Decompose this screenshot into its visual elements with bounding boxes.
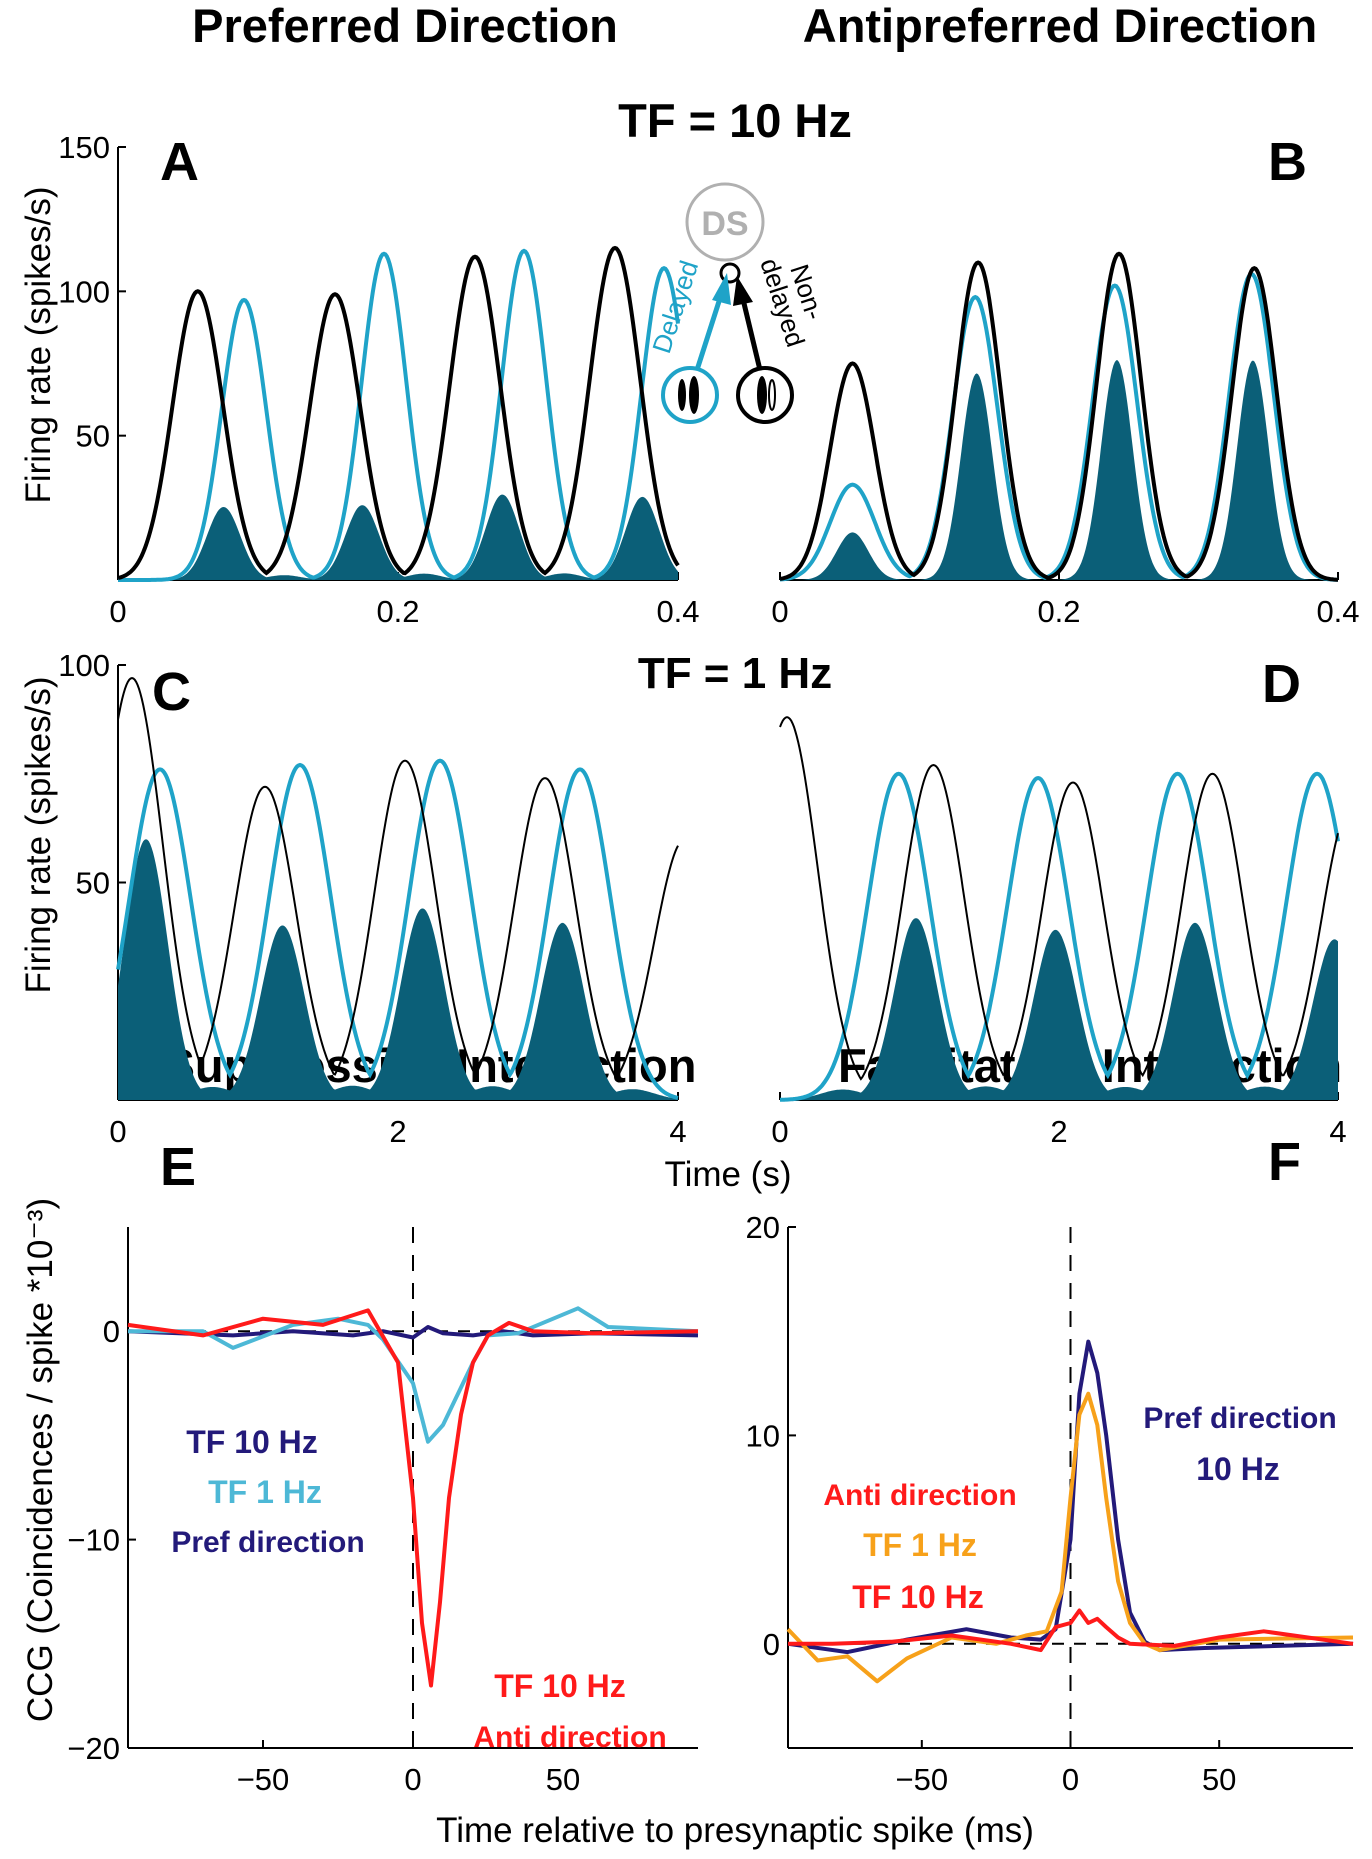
panel-b: 0 0.2 0.4 B — [771, 132, 1359, 629]
x-tick-label: 2 — [389, 1114, 406, 1149]
panel-letter-b: B — [1268, 132, 1307, 192]
x-tick-label: 0 — [109, 594, 126, 629]
panel-a-plot: 0 0.2 0.4 50 100 150 — [58, 130, 699, 629]
x-tick-label: 0.4 — [1316, 594, 1359, 629]
y-tick-label: 10 — [746, 1418, 780, 1453]
circuit-inset: DS Delayed Non- delayed — [646, 182, 830, 424]
x-tick-label: −50 — [896, 1762, 949, 1797]
panel-c: 0 2 4 50 100 C — [58, 648, 686, 1149]
delayed-label: Delayed — [646, 257, 704, 357]
y-tick-label: 50 — [76, 419, 110, 454]
panel-letter-a: A — [160, 132, 199, 192]
x-tick-label: 0 — [109, 1114, 126, 1149]
panel-f: −50 0 50 0 10 20 F — [746, 1132, 1354, 1797]
x-tick-label: 0.2 — [376, 594, 419, 629]
ds-neuron-circle — [685, 182, 765, 262]
header-tf1: TF = 1 Hz — [638, 649, 832, 698]
panel-letter-f: F — [1268, 1132, 1301, 1192]
header-preferred: Preferred Direction — [192, 0, 618, 52]
nondelayed-arrow-head — [733, 276, 753, 306]
legend-e-tf1: TF 1 Hz — [208, 1474, 322, 1510]
product-fill — [780, 360, 1338, 580]
panel-f-plot: −50 0 50 0 10 20 — [746, 1210, 1354, 1797]
x-tick-label: 0 — [771, 1114, 788, 1149]
delayed-series-line — [116, 758, 679, 1100]
x-tick-label: 0 — [1062, 1762, 1079, 1797]
panel-d-plot: 0 2 4 — [771, 716, 1347, 1149]
legend-f-tf1: TF 1 Hz — [863, 1527, 977, 1563]
legend-e-anti-dir: Anti direction — [473, 1721, 666, 1754]
x-tick-label: 0 — [771, 594, 788, 629]
delayed-rf-bar-1 — [678, 379, 686, 411]
panel-letter-e: E — [160, 1137, 196, 1197]
x-tick-label: 0.2 — [1037, 594, 1080, 629]
y-tick-label: 0 — [103, 1314, 120, 1349]
x-tick-label: 4 — [669, 1114, 686, 1149]
ds-label: DS — [701, 205, 748, 243]
product-fill — [118, 494, 678, 580]
header-tf10: TF = 10 Hz — [618, 94, 852, 147]
nondelayed-series-line — [117, 676, 679, 1081]
x-tick-label: 50 — [546, 1762, 580, 1797]
delayed-series-line — [118, 248, 680, 582]
header-antipreferred: Antipreferred Direction — [803, 0, 1317, 52]
xlabel-ef: Time relative to presynaptic spike (ms) — [436, 1811, 1034, 1850]
ylabel-ab: Firing rate (spikes/s) — [19, 186, 58, 503]
ccg-series-line — [128, 1306, 699, 1444]
nondelayed-series-line — [117, 245, 680, 581]
legend-e-pref: Pref direction — [171, 1526, 364, 1559]
legend-f-pref2: 10 Hz — [1196, 1451, 1280, 1487]
x-tick-label: 50 — [1202, 1762, 1236, 1797]
panel-e-plot: −50 0 50 −20 −10 0 — [67, 1227, 699, 1797]
product-fill — [118, 839, 678, 1100]
delayed-arrow-line — [694, 291, 725, 371]
delayed-series-line — [780, 771, 1340, 1102]
x-tick-label: 2 — [1050, 1114, 1067, 1149]
x-tick-label: 0 — [404, 1762, 421, 1797]
panel-e: −50 0 50 −20 −10 0 E — [67, 1137, 699, 1797]
y-tick-label: 150 — [58, 130, 110, 165]
nondelayed-arrow-line — [739, 294, 763, 371]
ccg-series-line — [788, 1608, 1354, 1653]
nondelayed-rf-bar-1 — [757, 376, 767, 414]
x-tick-label: 4 — [1329, 1114, 1346, 1149]
ylabel-cd: Firing rate (spikes/s) — [19, 676, 58, 993]
nondelayed-series-line — [779, 716, 1339, 1081]
ylabel-ef: CCG (Coincidences / spike *10⁻³) — [21, 1198, 60, 1722]
y-tick-label: −20 — [67, 1731, 120, 1766]
legend-e-tf10: TF 10 Hz — [186, 1424, 318, 1460]
y-tick-label: 50 — [76, 866, 110, 901]
y-tick-label: 0 — [763, 1627, 780, 1662]
legend-f: Pref direction 10 Hz Anti direction TF 1… — [823, 1402, 1336, 1615]
x-tick-label: −50 — [237, 1762, 290, 1797]
y-tick-label: 100 — [58, 274, 110, 309]
panel-d: 0 2 4 D — [771, 654, 1346, 1149]
y-tick-label: 20 — [746, 1210, 780, 1245]
xlabel-cd: Time (s) — [664, 1155, 791, 1194]
panel-letter-d: D — [1262, 654, 1301, 714]
legend-f-anti: Anti direction — [823, 1479, 1016, 1512]
panel-b-plot: 0 0.2 0.4 — [771, 251, 1360, 629]
legend-e: TF 10 Hz TF 1 Hz Pref direction TF 10 Hz… — [171, 1424, 666, 1754]
delayed-rf-bar-2 — [689, 376, 699, 414]
nondelayed-series-line — [779, 251, 1338, 582]
delayed-arrow-head — [712, 273, 731, 305]
y-tick-label: 100 — [58, 648, 110, 683]
legend-e-anti-tf10: TF 10 Hz — [494, 1668, 626, 1704]
nondelayed-rf-bar-2 — [768, 379, 776, 411]
panel-letter-c: C — [152, 662, 191, 722]
x-tick-label: 0.4 — [656, 594, 699, 629]
y-tick-label: −10 — [67, 1523, 120, 1558]
ccg-series-line — [127, 1308, 699, 1688]
product-fill — [780, 918, 1338, 1100]
legend-f-tf10: TF 10 Hz — [852, 1579, 984, 1615]
panel-a: 0 0.2 0.4 50 100 150 A — [58, 130, 699, 629]
ccg-series-line — [127, 1325, 699, 1340]
legend-f-pref1: Pref direction — [1143, 1402, 1336, 1435]
ccg-series-line — [786, 1391, 1354, 1684]
panel-c-plot: 0 2 4 50 100 — [58, 648, 686, 1149]
